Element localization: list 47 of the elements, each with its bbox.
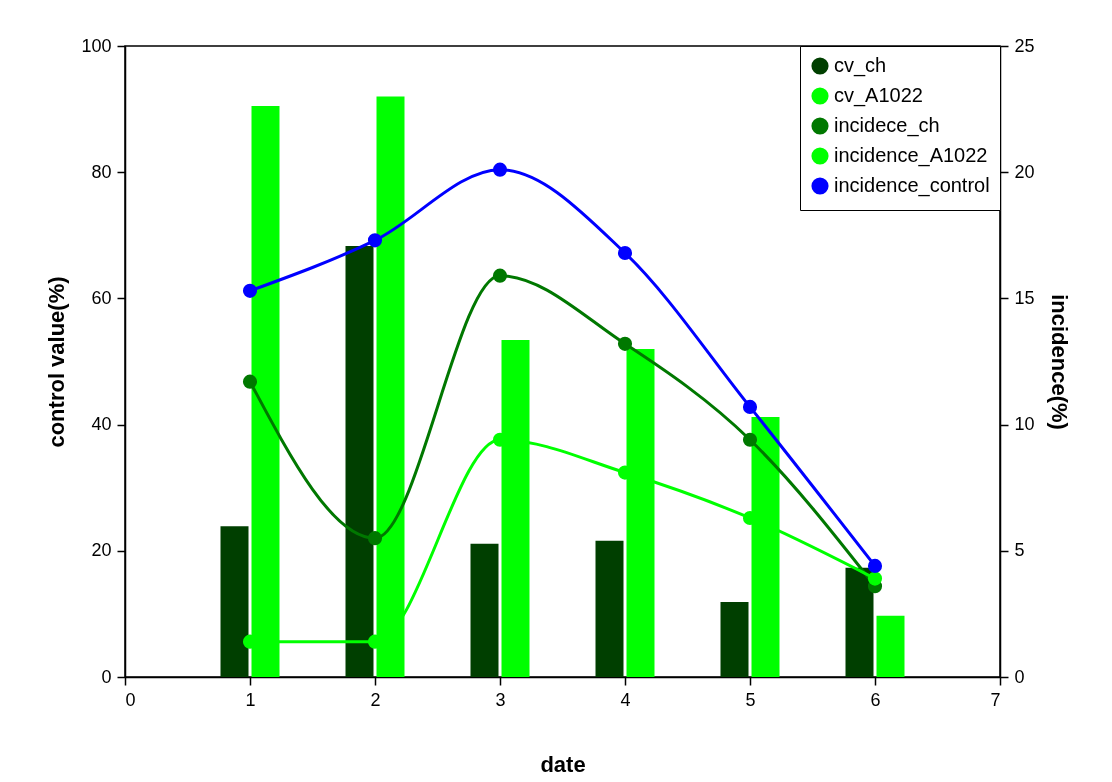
- point: [617, 336, 633, 351]
- x-tick-label: 0: [125, 689, 136, 710]
- point: [367, 233, 383, 248]
- point: [242, 374, 258, 389]
- x-axis-title: date: [540, 751, 586, 777]
- bar: [470, 543, 499, 677]
- x-tick-label: 6: [870, 689, 881, 710]
- point: [617, 245, 633, 261]
- legend-label: incidece_ch: [834, 114, 940, 137]
- y2-tick-label: 15: [1014, 287, 1035, 308]
- point: [742, 432, 758, 447]
- y-tick-label: 0: [101, 666, 112, 687]
- y2-tick-label: 5: [1014, 540, 1025, 561]
- bar: [720, 601, 749, 677]
- legend-label: cv_ch: [834, 54, 887, 77]
- y2-axis-title: incidence(%): [1046, 294, 1072, 430]
- point: [492, 268, 508, 283]
- point: [367, 531, 383, 546]
- y2-tick-label: 25: [1014, 35, 1035, 56]
- bar: [220, 526, 249, 677]
- bar: [876, 615, 905, 677]
- bar: [345, 246, 374, 677]
- x-tick-label: 4: [620, 689, 631, 710]
- y2-tick-label: 20: [1014, 161, 1035, 182]
- legend-label: incidence_control: [834, 174, 990, 197]
- legend-label: cv_A1022: [834, 84, 923, 107]
- y-tick-label: 40: [91, 414, 112, 435]
- point: [742, 399, 758, 414]
- point: [242, 283, 258, 298]
- legend-label: incidence_A1022: [834, 144, 988, 167]
- x-tick-label: 7: [990, 689, 1001, 710]
- bar: [845, 567, 874, 677]
- y2-tick-label: 10: [1014, 414, 1035, 435]
- x-tick-label: 2: [370, 689, 381, 710]
- x-tick-label: 5: [745, 689, 756, 710]
- y-tick-label: 20: [91, 540, 112, 561]
- y-tick-label: 100: [81, 35, 112, 56]
- y-tick-label: 80: [91, 161, 112, 182]
- point: [867, 571, 883, 586]
- y-tick-label: 60: [91, 287, 112, 308]
- point: [492, 162, 508, 177]
- y-axis-title: control value(%): [44, 276, 70, 448]
- x-tick-label: 1: [245, 689, 256, 710]
- y2-tick-label: 0: [1014, 666, 1025, 687]
- x-tick-label: 3: [495, 689, 506, 710]
- point: [867, 558, 883, 573]
- bar: [595, 540, 624, 677]
